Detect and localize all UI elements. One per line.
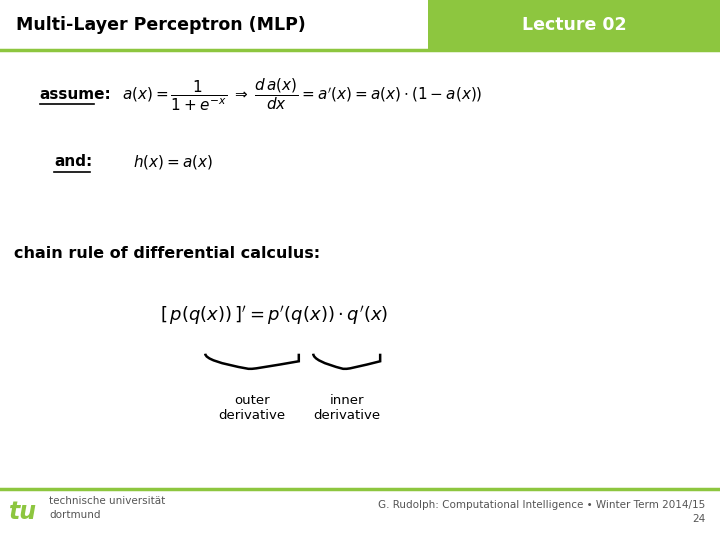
Text: $[\,p(q(x))\,]' = p'(q(x)) \cdot q'(x)$: $[\,p(q(x))\,]' = p'(q(x)) \cdot q'(x)$ <box>160 305 387 327</box>
Text: outer
derivative: outer derivative <box>218 394 286 422</box>
Text: inner
derivative: inner derivative <box>313 394 381 422</box>
Text: Multi-Layer Perceptron (MLP): Multi-Layer Perceptron (MLP) <box>16 16 305 34</box>
Text: technische universität
dortmund: technische universität dortmund <box>49 496 165 519</box>
Text: Lecture 02: Lecture 02 <box>522 16 626 34</box>
Text: tu: tu <box>9 500 37 524</box>
Bar <box>0 0 720 50</box>
Text: and:: and: <box>54 154 92 170</box>
Bar <box>428 0 720 50</box>
Text: G. Rudolph: Computational Intelligence • Winter Term 2014/15
24: G. Rudolph: Computational Intelligence •… <box>378 500 706 524</box>
Text: $h(x) = a(x)$: $h(x) = a(x)$ <box>133 153 213 171</box>
Text: $a(x) = \dfrac{1}{1+e^{-x}} \;\Rightarrow\; \dfrac{d\,a(x)}{dx} = a'(x) = a(x) \: $a(x) = \dfrac{1}{1+e^{-x}} \;\Rightarro… <box>122 76 483 113</box>
Text: assume:: assume: <box>40 87 112 102</box>
Text: chain rule of differential calculus:: chain rule of differential calculus: <box>14 246 320 261</box>
